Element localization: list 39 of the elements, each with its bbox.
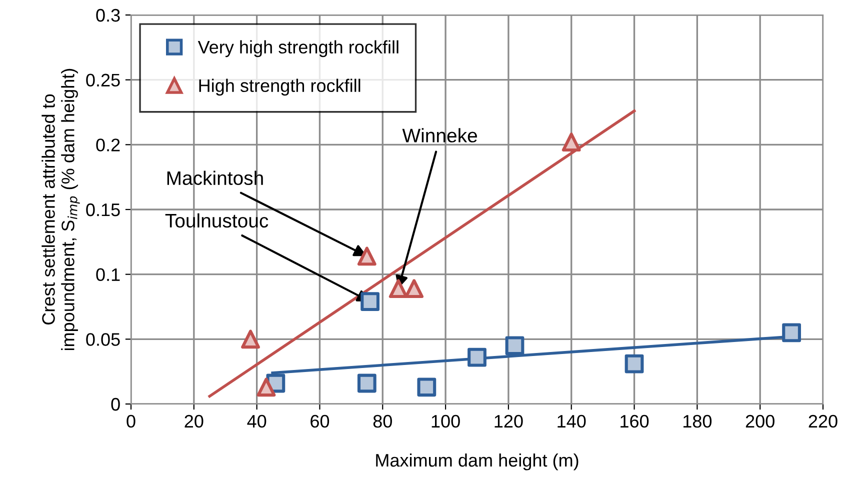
y-tick-label: 0.1 — [96, 268, 120, 282]
x-tick-label: 200 — [746, 414, 774, 428]
annotation: Toulnustouc — [165, 213, 268, 228]
y-tick-label: 0.3 — [96, 8, 120, 22]
annotation: Mackintosh — [167, 170, 263, 186]
x-tick-label: 0 — [126, 414, 136, 428]
point — [468, 348, 486, 367]
point — [357, 374, 376, 393]
point — [360, 292, 380, 312]
point — [357, 246, 376, 266]
point — [562, 132, 581, 152]
point — [417, 378, 436, 397]
x-axis-title: Maximum dam height (m) — [376, 453, 578, 470]
point — [241, 330, 260, 349]
x-tick-label: 100 — [432, 414, 460, 428]
legend-label: High strength rockfill — [199, 78, 360, 96]
legend-label: Very high strength rockfill — [198, 40, 398, 58]
x-tick-label: 40 — [247, 414, 266, 428]
x-tick-label: 220 — [808, 414, 838, 428]
x-tick-label: 180 — [684, 414, 712, 428]
point — [256, 378, 276, 397]
annotation: Winneke — [402, 128, 477, 142]
point — [782, 323, 801, 342]
point — [404, 279, 424, 298]
y-tick-label: 0 — [111, 398, 120, 411]
y-tick-label: 0.15 — [86, 203, 120, 216]
point — [624, 354, 644, 374]
x-tick-label: 120 — [494, 414, 523, 428]
y-tick-label: 0.2 — [96, 138, 120, 152]
x-tick-label: 20 — [184, 414, 204, 428]
y-tick-label: 0.05 — [86, 333, 120, 346]
y-tick-label: 0.25 — [86, 74, 120, 87]
point — [505, 336, 524, 356]
point — [388, 279, 408, 298]
y-axis-title: Crest settlement attributed to impoundment, S$_{imp}$ (% dam height) — [42, 68, 80, 350]
x-tick-label: 60 — [310, 414, 330, 428]
x-tick-label: 160 — [620, 414, 649, 428]
x-tick-label: 140 — [558, 414, 586, 428]
x-tick-label: 80 — [373, 414, 392, 428]
